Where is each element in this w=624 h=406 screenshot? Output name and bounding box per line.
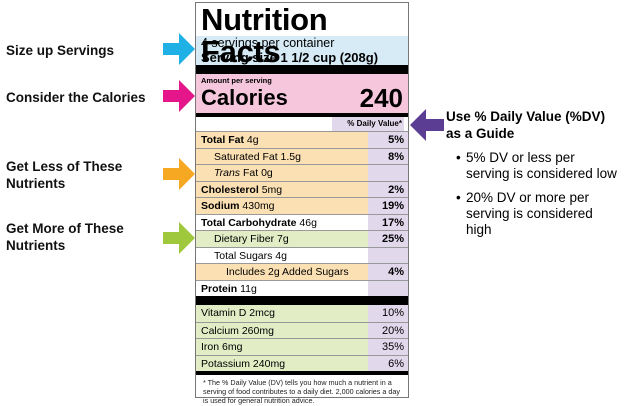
- nutrient-row-total-carbohydrate: Total Carbohydrate 46g 17%: [196, 213, 408, 230]
- label-title: Nutrition Facts: [201, 2, 328, 69]
- calories-value: 240: [359, 83, 403, 113]
- callout-get-more: Get More of These Nutrients: [6, 221, 124, 253]
- callout-consider-calories: Consider the Calories: [6, 90, 146, 105]
- divider-medium-2: [196, 371, 408, 375]
- serving-section: 4 servings per container Serving size 1 …: [196, 36, 408, 65]
- vitamin-row-iron: Iron 6mg 35%: [196, 338, 408, 355]
- serving-size: Serving size 1 1/2 cup (208g): [201, 50, 379, 65]
- nutrient-row-sodium: Sodium 430mg 19%: [196, 197, 408, 214]
- vitamin-row-calcium: Calcium 260mg 20%: [196, 321, 408, 338]
- nutrient-row-trans-fat: Trans Fat 0g: [196, 164, 408, 181]
- guide-bullet-low: 5% DV or less per serving is considered …: [456, 150, 622, 182]
- purple-arrow-icon: [410, 109, 444, 141]
- green-arrow-icon: [163, 222, 195, 254]
- nutrient-row-added-sugars: Includes 2g Added Sugars 4%: [196, 263, 408, 280]
- nutrient-row-protein: Protein 11g: [196, 279, 408, 296]
- calorie-section: Amount per serving Calories 240: [196, 74, 408, 113]
- callout-size-up-servings: Size up Servings: [6, 43, 115, 58]
- guide-heading: Use % Daily Value (%DV) as a Guide: [446, 109, 606, 141]
- dv-guide: Use % Daily Value (%DV) as a Guide 5% DV…: [446, 108, 622, 246]
- divider-thick: [196, 65, 408, 74]
- nutrient-row-cholesterol: Cholesterol 5mg 2%: [196, 180, 408, 197]
- vitamin-row-potassium: Potassium 240mg 6%: [196, 354, 408, 371]
- guide-bullet-high: 20% DV or more per serving is considered…: [456, 190, 622, 238]
- blue-arrow-icon: [163, 33, 195, 65]
- divider-thick-2: [196, 296, 408, 305]
- pink-arrow-icon: [163, 80, 195, 112]
- guide-bullets: 5% DV or less per serving is considered …: [446, 150, 622, 238]
- dv-header: % Daily Value*: [196, 117, 408, 131]
- nutrition-facts-label: Nutrition Facts 4 servings per container…: [195, 2, 409, 405]
- nutrient-row-total-fat: Total Fat 4g 5%: [196, 131, 408, 148]
- nutrient-row-total-sugars: Total Sugars 4g: [196, 246, 408, 263]
- vitamin-row-vitamin-d: Vitamin D 2mcg 10%: [196, 305, 408, 322]
- nutrient-row-dietary-fiber: Dietary Fiber 7g 25%: [196, 230, 408, 247]
- callout-get-less: Get Less of These Nutrients: [6, 159, 123, 191]
- nutrient-row-saturated-fat: Saturated Fat 1.5g 8%: [196, 147, 408, 164]
- divider-medium: [196, 113, 408, 117]
- calories-label: Calories: [201, 85, 288, 110]
- orange-arrow-icon: [163, 158, 195, 190]
- amount-per-serving: Amount per serving: [201, 76, 272, 85]
- footnote: * The % Daily Value (DV) tells you how m…: [203, 378, 400, 405]
- servings-per-container: 4 servings per container: [201, 36, 335, 50]
